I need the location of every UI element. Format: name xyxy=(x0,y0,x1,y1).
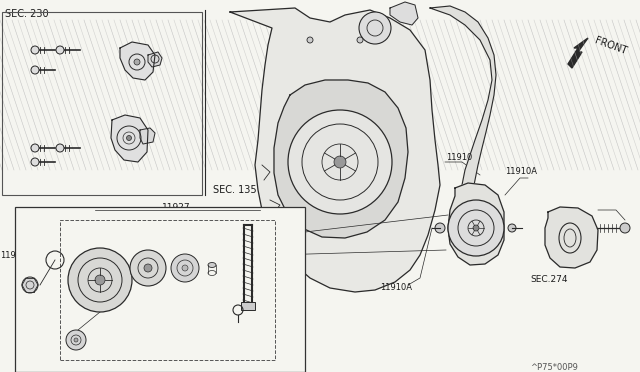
Bar xyxy=(241,302,255,310)
Text: RING（1）: RING（1） xyxy=(142,321,179,330)
Polygon shape xyxy=(111,115,148,162)
Circle shape xyxy=(182,265,188,271)
Text: 11910A: 11910A xyxy=(505,167,537,176)
Polygon shape xyxy=(430,6,496,210)
Circle shape xyxy=(435,223,445,233)
Text: FRONT: FRONT xyxy=(593,35,628,56)
Circle shape xyxy=(22,277,38,293)
Circle shape xyxy=(56,144,64,152)
Text: SEC. 230: SEC. 230 xyxy=(5,9,49,19)
Circle shape xyxy=(334,156,346,168)
Polygon shape xyxy=(230,8,440,292)
Text: 11910A: 11910A xyxy=(380,283,412,292)
Circle shape xyxy=(31,46,39,54)
Circle shape xyxy=(288,110,392,214)
Circle shape xyxy=(31,144,39,152)
Text: 11910: 11910 xyxy=(446,154,472,163)
Text: ^P75*00P9: ^P75*00P9 xyxy=(530,363,578,372)
Text: N: N xyxy=(52,256,58,264)
Circle shape xyxy=(31,66,39,74)
Polygon shape xyxy=(120,42,155,80)
Circle shape xyxy=(66,330,86,350)
Text: 08911-3401A: 08911-3401A xyxy=(58,253,115,263)
Circle shape xyxy=(74,338,78,342)
Circle shape xyxy=(448,200,504,256)
Polygon shape xyxy=(390,2,418,25)
Polygon shape xyxy=(140,128,155,144)
Ellipse shape xyxy=(208,263,216,267)
Circle shape xyxy=(307,37,313,43)
Text: 00922-5061A: 00922-5061A xyxy=(142,311,198,320)
Circle shape xyxy=(508,224,516,232)
Circle shape xyxy=(144,264,152,272)
Circle shape xyxy=(31,158,39,166)
Bar xyxy=(60,220,275,360)
Circle shape xyxy=(56,46,64,54)
Text: 11929: 11929 xyxy=(105,224,134,232)
Text: 11929: 11929 xyxy=(103,225,129,234)
Circle shape xyxy=(359,12,391,44)
Text: 11910AA: 11910AA xyxy=(546,218,584,227)
Text: （1）: （1） xyxy=(62,263,77,273)
Circle shape xyxy=(68,248,132,312)
Polygon shape xyxy=(545,207,598,268)
Circle shape xyxy=(171,254,199,282)
Circle shape xyxy=(127,135,131,141)
Circle shape xyxy=(130,250,166,286)
Circle shape xyxy=(95,275,105,285)
Text: 11927: 11927 xyxy=(162,202,191,212)
Circle shape xyxy=(473,225,479,231)
Circle shape xyxy=(134,59,140,65)
Bar xyxy=(15,207,305,372)
Text: 11925G: 11925G xyxy=(218,334,253,343)
Text: SEC.274: SEC.274 xyxy=(530,276,568,285)
Bar xyxy=(2,12,202,195)
Polygon shape xyxy=(274,80,408,238)
Polygon shape xyxy=(148,52,162,67)
Text: SEC. 135: SEC. 135 xyxy=(213,185,257,195)
Circle shape xyxy=(357,37,363,43)
Polygon shape xyxy=(568,38,588,68)
Text: 11925M: 11925M xyxy=(0,250,33,260)
Polygon shape xyxy=(448,183,504,265)
Circle shape xyxy=(620,223,630,233)
